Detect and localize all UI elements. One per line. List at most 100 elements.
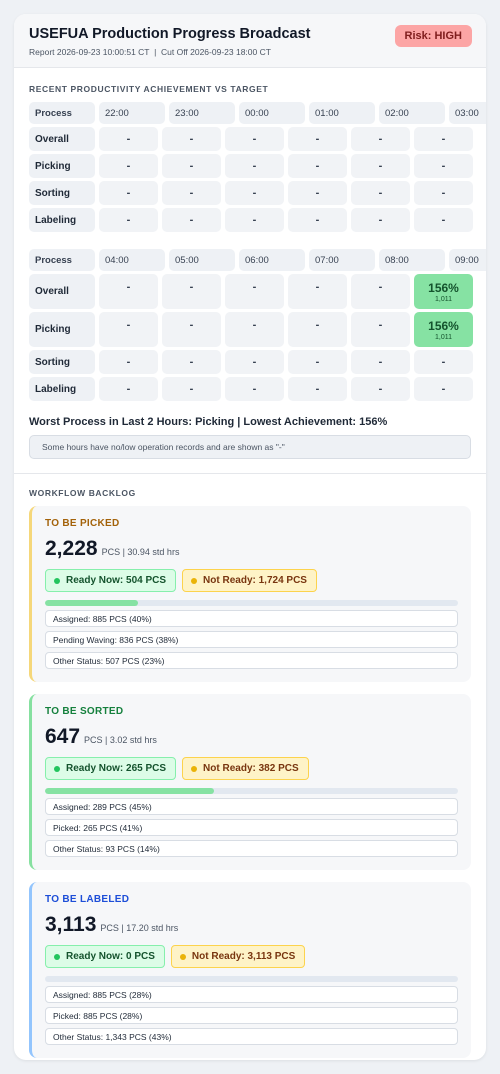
status-row: Pending Waving: 836 PCS (38%) (45, 631, 458, 648)
dot (179, 953, 186, 960)
cell: - (288, 274, 347, 309)
chips: Ready Now: 0 PCS Not Ready: 3,113 PCS (45, 945, 458, 968)
column-header: 06:00 (239, 249, 305, 271)
backlog-card: TO BE LABELED 3,113 PCS | 17.20 std hrs Rea… (29, 882, 471, 1058)
total-detail: PCS | 30.94 std hrs (101, 547, 180, 557)
cell: - (99, 181, 158, 205)
column-header: 04:00 (99, 249, 165, 271)
cell: - (288, 377, 347, 401)
dashboard: USEFUA Production Progress Broadcast Repo… (14, 14, 486, 1060)
not-ready-chip: Not Ready: 1,724 PCS (182, 569, 317, 592)
note: Some hours have no/low operation records… (29, 435, 471, 459)
cell: - (225, 154, 284, 178)
row-label: Sorting (29, 350, 95, 374)
cell: - (99, 127, 158, 151)
cell-sub: 1,011 (435, 295, 452, 303)
row-label: Picking (29, 312, 95, 347)
cell: - (225, 377, 284, 401)
row-label: Labeling (29, 377, 95, 401)
cell: - (351, 312, 410, 347)
cell: - (225, 274, 284, 309)
backlog-section: WORKFLOW BACKLOG TO BE PICKED 2,228 PCS | 3… (14, 488, 486, 1058)
column-header: Process (29, 102, 95, 124)
report-time: Report 2026-09-23 10:00:51 CT | Cut Off … (29, 47, 271, 57)
cell: - (162, 350, 221, 374)
total-detail: PCS | 3.02 std hrs (84, 735, 157, 745)
cell: - (225, 181, 284, 205)
cell: - (225, 312, 284, 347)
cell: - (225, 350, 284, 374)
dot (191, 765, 198, 772)
cell: - (225, 127, 284, 151)
productivity-section: RECENT PRODUCTIVITY ACHIEVEMENT VS TARGE… (14, 68, 486, 459)
status-row: Picked: 885 PCS (28%) (45, 1007, 458, 1024)
not-ready-chip: Not Ready: 3,113 PCS (170, 945, 306, 968)
cell: - (351, 377, 410, 401)
status-row: Assigned: 885 PCS (28%) (45, 986, 458, 1003)
cell: - (351, 154, 410, 178)
cell: - (162, 274, 221, 309)
dot (54, 953, 60, 960)
cell: 156% 1,011 (414, 312, 473, 347)
risk-badge: Risk: HIGH (394, 25, 472, 47)
cell: - (288, 127, 347, 151)
row-label: Sorting (29, 181, 95, 205)
total: 647 PCS | 3.02 std hrs (45, 725, 458, 749)
ready-chip: Ready Now: 0 PCS (45, 945, 165, 968)
title: USEFUA Production Progress Broadcast (29, 26, 311, 42)
ready-text: Ready Now: 0 PCS (66, 951, 155, 962)
chips: Ready Now: 504 PCS Not Ready: 1,724 PCS (45, 569, 458, 592)
card-title: TO BE SORTED (45, 706, 124, 717)
card-title: TO BE LABELED (45, 894, 130, 905)
backlog-card: TO BE SORTED 647 PCS | 3.02 std hrs Ready N… (29, 694, 471, 870)
status-row: Assigned: 289 PCS (45%) (45, 798, 458, 815)
divider (14, 473, 486, 474)
ready-chip: Ready Now: 265 PCS (45, 757, 177, 780)
cell: 156% 1,011 (414, 274, 473, 309)
cell: - (225, 208, 284, 232)
progress-fill (45, 600, 139, 606)
cell: - (162, 154, 221, 178)
worst-process: Worst Process in Last 2 Hours: Picking |… (29, 416, 388, 428)
column-header: 07:00 (309, 249, 375, 271)
cell-value: 156% (428, 280, 459, 295)
table-row: Labeling - - - - - - (29, 208, 486, 232)
cell: - (414, 181, 473, 205)
card-title: TO BE PICKED (45, 518, 120, 529)
column-header: 22:00 (99, 102, 165, 124)
cell: - (351, 127, 410, 151)
total-value: 2,228 (45, 537, 98, 560)
header-row: Process 22:00 23:00 00:00 01:00 02:00 03:00 (29, 102, 486, 124)
progress-track (45, 976, 458, 982)
cell: - (162, 181, 221, 205)
table-row: Overall - - - - - - (29, 127, 486, 151)
section-title: RECENT PRODUCTIVITY ACHIEVEMENT VS TARGE… (29, 84, 269, 94)
cell: - (99, 274, 158, 309)
dot (54, 577, 60, 584)
cell: - (288, 350, 347, 374)
column-header: 23:00 (169, 102, 235, 124)
section-title: WORKFLOW BACKLOG (29, 488, 136, 498)
status-row: Other Status: 507 PCS (23%) (45, 652, 458, 669)
progress-track (45, 600, 458, 606)
cell: - (288, 181, 347, 205)
cell: - (288, 154, 347, 178)
ready-text: Ready Now: 265 PCS (66, 763, 167, 774)
cell: - (414, 377, 473, 401)
not-ready-text: Not Ready: 3,113 PCS (191, 951, 296, 962)
row-label: Overall (29, 274, 95, 309)
header-row: Process 04:00 05:00 06:00 07:00 08:00 09:00 (29, 249, 486, 271)
cell: - (414, 208, 473, 232)
column-header: 02:00 (379, 102, 445, 124)
table-row: Sorting - - - - - - (29, 350, 486, 374)
column-header: 08:00 (379, 249, 445, 271)
ready-chip: Ready Now: 504 PCS (45, 569, 177, 592)
column-header: 03:00 (449, 102, 486, 124)
table-row: Sorting - - - - - - (29, 181, 486, 205)
total-detail: PCS | 17.20 std hrs (100, 923, 179, 933)
header: USEFUA Production Progress Broadcast Repo… (14, 14, 486, 68)
column-header: Process (29, 249, 95, 271)
cell: - (351, 274, 410, 309)
ready-text: Ready Now: 504 PCS (66, 575, 167, 586)
